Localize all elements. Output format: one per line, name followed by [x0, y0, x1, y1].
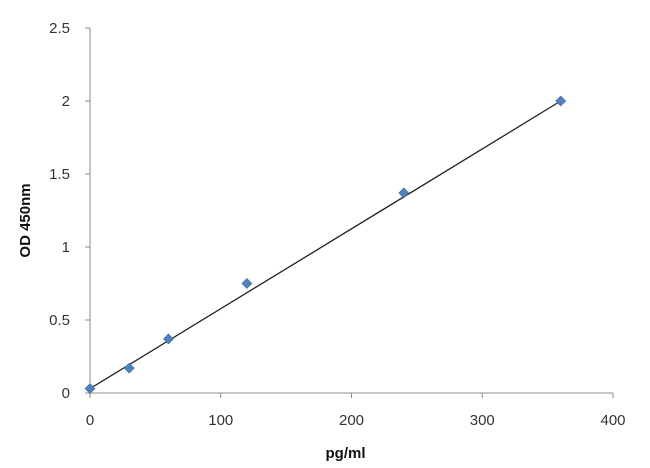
data-point-diamond — [123, 362, 135, 374]
y-axis-title: OD 450nm — [17, 183, 34, 257]
x-tick-label: 400 — [600, 412, 625, 429]
data-points — [84, 95, 567, 395]
ticks: 0 0.5 1 1.5 2 2.5 0 100 200 300 400 — [49, 20, 625, 429]
data-point-diamond — [555, 95, 567, 107]
x-tick-label: 200 — [339, 412, 364, 429]
y-tick-label: 1 — [62, 239, 70, 256]
x-tick-label: 100 — [208, 412, 233, 429]
y-tick-label: 0.5 — [49, 312, 70, 329]
y-tick-label: 2.5 — [49, 20, 70, 37]
y-tick-label: 1.5 — [49, 166, 70, 183]
y-tick-label: 2 — [62, 93, 70, 110]
data-point-diamond — [398, 187, 410, 199]
x-tick-label: 0 — [86, 412, 94, 429]
y-tick-label: 0 — [62, 385, 70, 402]
x-axis-title: pg/ml — [326, 445, 366, 462]
x-tick-label: 300 — [470, 412, 495, 429]
trendline — [89, 100, 562, 390]
data-point-diamond — [241, 278, 253, 289]
data-point-diamond — [163, 333, 174, 345]
data-point-diamond — [84, 383, 96, 395]
trendline-group — [89, 100, 562, 390]
